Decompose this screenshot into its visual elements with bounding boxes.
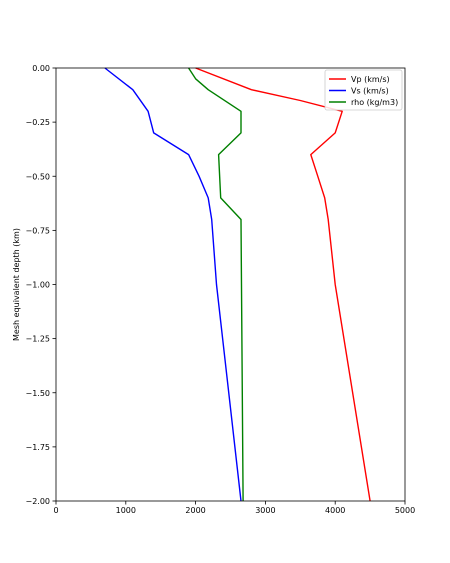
y-tick-label: −1.25 — [25, 335, 50, 344]
legend-label: Vp (km/s) — [351, 75, 390, 84]
y-tick-label: −1.00 — [25, 281, 50, 290]
series-line-0 — [195, 67, 371, 502]
y-tick-label: −0.75 — [25, 226, 50, 235]
legend: Vp (km/s) Vs (km/s) rho (kg/m3) — [324, 69, 403, 111]
series-line-1 — [104, 67, 242, 502]
legend-box — [324, 69, 403, 111]
x-tick-label: 3000 — [255, 506, 275, 515]
y-tick-label: −0.25 — [25, 118, 50, 127]
legend-label: Vs (km/s) — [351, 87, 389, 96]
axes: 0 1000 2000 3000 4000 5000 0.00 −0.25 −0.50 −0.75… — [25, 64, 415, 515]
plot-area-frame — [55, 67, 406, 502]
plot-layer — [104, 67, 371, 502]
y-tick-label: −1.75 — [25, 443, 50, 452]
y-tick-label: −2.00 — [25, 497, 50, 506]
x-tick-label: 0 — [53, 506, 58, 515]
x-tick-label: 1000 — [116, 506, 136, 515]
y-tick-label: 0.00 — [32, 64, 50, 73]
x-tick-label: 5000 — [395, 506, 415, 515]
y-tick-label: −0.50 — [25, 172, 50, 181]
series-line-2 — [188, 67, 244, 502]
legend-label: rho (kg/m3) — [351, 98, 398, 107]
x-tick-label: 2000 — [185, 506, 205, 515]
y-axis-label: Mesh equivalent depth (km) — [12, 228, 21, 341]
y-tick-label: −1.50 — [25, 389, 50, 398]
x-tick-label: 4000 — [325, 506, 345, 515]
